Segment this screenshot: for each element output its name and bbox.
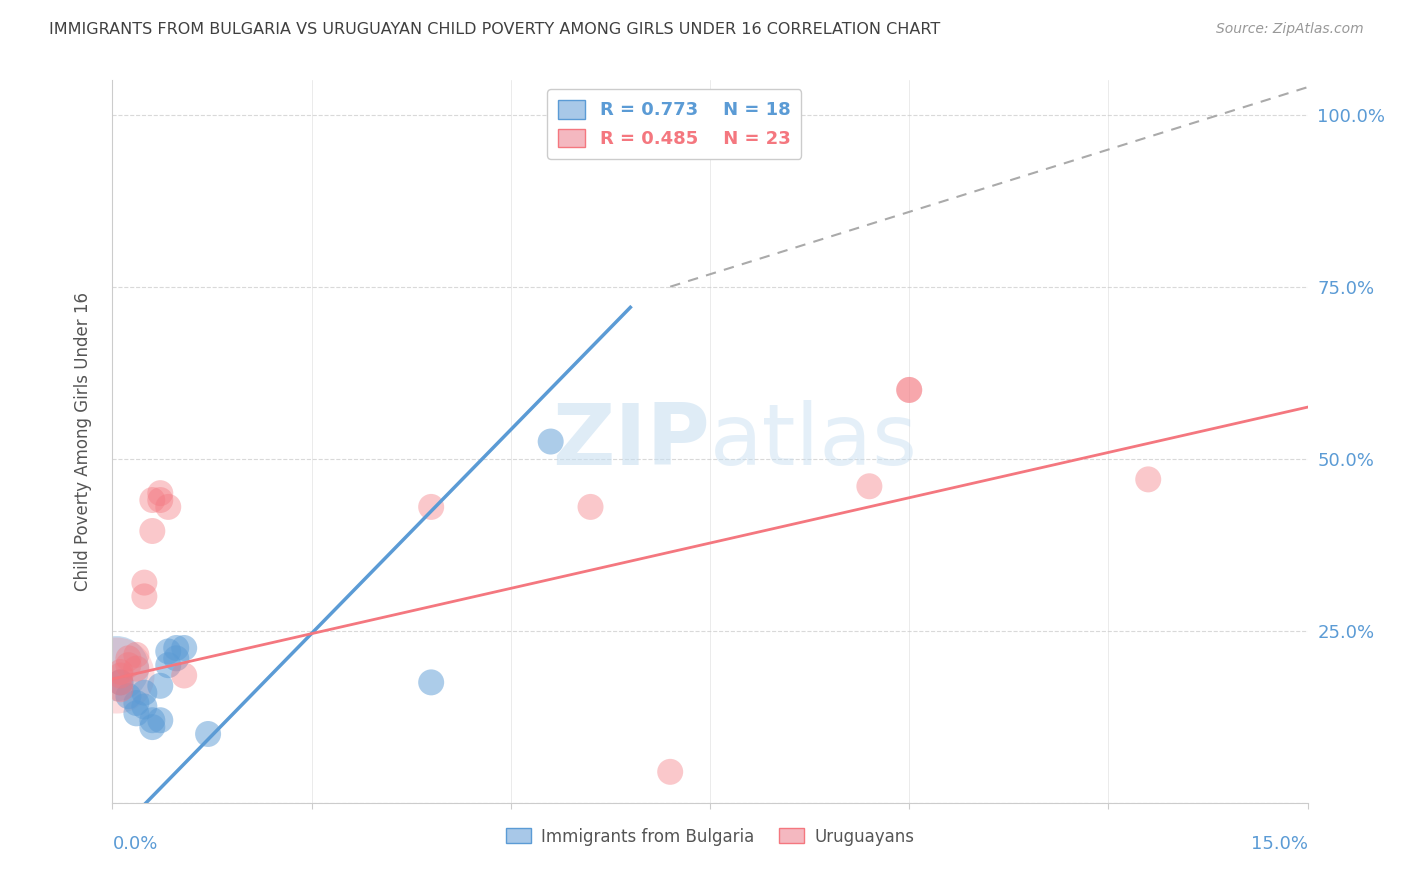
Point bbox=[110, 675, 132, 690]
Point bbox=[420, 675, 443, 690]
Point bbox=[134, 575, 156, 590]
Point bbox=[141, 713, 163, 727]
Point bbox=[173, 668, 195, 682]
Text: IMMIGRANTS FROM BULGARIA VS URUGUAYAN CHILD POVERTY AMONG GIRLS UNDER 16 CORRELA: IMMIGRANTS FROM BULGARIA VS URUGUAYAN CH… bbox=[49, 22, 941, 37]
Point bbox=[420, 500, 443, 514]
Point bbox=[157, 500, 180, 514]
Point bbox=[898, 383, 921, 397]
Text: 15.0%: 15.0% bbox=[1250, 835, 1308, 854]
Point bbox=[540, 434, 562, 449]
Point bbox=[117, 651, 139, 665]
Point bbox=[1137, 472, 1160, 486]
Point bbox=[149, 713, 172, 727]
Point bbox=[110, 682, 132, 697]
Point bbox=[579, 500, 602, 514]
Y-axis label: Child Poverty Among Girls Under 16: Child Poverty Among Girls Under 16 bbox=[73, 292, 91, 591]
Text: ZIP: ZIP bbox=[553, 400, 710, 483]
Point bbox=[197, 727, 219, 741]
Point bbox=[149, 679, 172, 693]
Point bbox=[141, 493, 163, 508]
Point bbox=[125, 706, 148, 721]
Text: 0.0%: 0.0% bbox=[112, 835, 157, 854]
Text: atlas: atlas bbox=[710, 400, 918, 483]
Point bbox=[134, 590, 156, 604]
Point bbox=[110, 675, 132, 690]
Point bbox=[125, 648, 148, 662]
Point bbox=[110, 665, 132, 679]
Point bbox=[149, 493, 172, 508]
Point bbox=[125, 696, 148, 710]
Point bbox=[157, 658, 180, 673]
Legend: Immigrants from Bulgaria, Uruguayans: Immigrants from Bulgaria, Uruguayans bbox=[499, 821, 921, 852]
Point bbox=[117, 658, 139, 673]
Point bbox=[858, 479, 880, 493]
Point bbox=[105, 668, 128, 682]
Point bbox=[141, 524, 163, 538]
Point bbox=[157, 644, 180, 658]
Point bbox=[134, 699, 156, 714]
Point bbox=[110, 668, 132, 682]
Point bbox=[125, 662, 148, 676]
Point bbox=[141, 720, 163, 734]
Point bbox=[117, 689, 139, 703]
Point bbox=[134, 686, 156, 700]
Point bbox=[898, 383, 921, 397]
Point bbox=[173, 640, 195, 655]
Point bbox=[105, 662, 128, 676]
Point bbox=[149, 486, 172, 500]
Text: Source: ZipAtlas.com: Source: ZipAtlas.com bbox=[1216, 22, 1364, 37]
Point bbox=[659, 764, 682, 779]
Point bbox=[165, 651, 187, 665]
Point bbox=[165, 640, 187, 655]
